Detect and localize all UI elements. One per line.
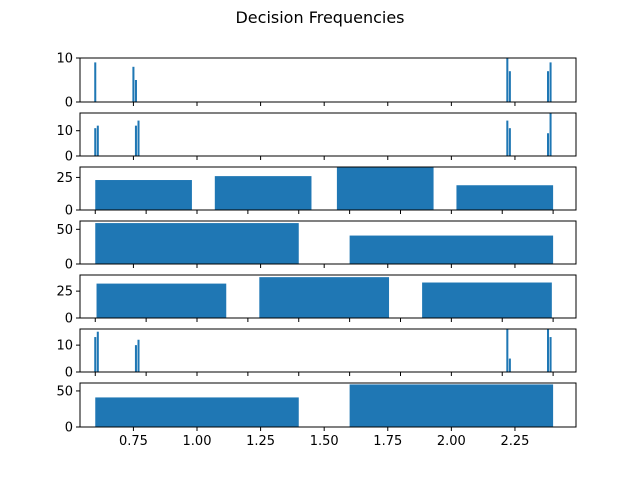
axes-frame: [79, 274, 577, 319]
bar: [95, 223, 299, 264]
bar: [336, 167, 434, 210]
bar: [506, 58, 509, 102]
y-tick-label: 0: [65, 421, 73, 436]
bar: [94, 62, 97, 102]
bar: [137, 339, 140, 372]
bar: [349, 384, 554, 427]
axes-frame: [79, 328, 577, 373]
y-tick-label: 10: [56, 339, 73, 354]
axes-frame: [79, 57, 577, 103]
y-tick-label: 0: [65, 366, 73, 381]
y-tick-label: 25: [56, 171, 73, 186]
bar: [422, 282, 552, 318]
bar: [95, 180, 192, 210]
y-tick-label: 0: [65, 204, 73, 219]
axes-frame: [79, 112, 577, 157]
axes-frame: [79, 220, 577, 265]
x-tick-label: 1.25: [246, 434, 275, 449]
y-tick-label: 0: [65, 312, 73, 327]
bar: [508, 358, 511, 372]
x-tick-label: 1.00: [183, 434, 212, 449]
y-tick-label: 0: [65, 150, 73, 165]
bar: [259, 277, 390, 318]
bar: [456, 185, 554, 210]
x-tick-label: 1.50: [310, 434, 339, 449]
x-tick-label: 2.00: [437, 434, 466, 449]
bar: [94, 337, 97, 372]
axes-frame: [79, 382, 577, 428]
bar: [547, 133, 550, 156]
x-tick-label: 1.75: [373, 434, 402, 449]
bar: [349, 235, 554, 264]
bar: [134, 125, 137, 156]
bar: [508, 71, 511, 102]
bar: [134, 80, 137, 102]
bar: [549, 113, 552, 156]
y-tick-label: 10: [56, 124, 73, 139]
bar: [506, 329, 509, 372]
subplot-6: 0 10: [56, 328, 577, 381]
bar: [132, 66, 135, 102]
bar: [96, 125, 99, 156]
subplot-2: 0 10: [56, 112, 577, 165]
bar: [96, 283, 227, 318]
bar: [214, 176, 312, 210]
y-tick-label: 50: [56, 223, 73, 238]
bar: [94, 128, 97, 156]
y-tick-label: 50: [56, 384, 73, 399]
figure-title: Decision Frequencies: [235, 8, 405, 27]
bar: [508, 128, 511, 156]
y-tick-label: 10: [56, 52, 73, 67]
subplot-7: 0 50 0.75 1.00 1.25 1.50 1.75 2.00 2.25: [56, 382, 577, 449]
bar: [96, 331, 99, 372]
subplot-4: 0 50: [56, 220, 577, 273]
y-tick-label: 0: [65, 258, 73, 273]
subplot-1: 0 10: [56, 52, 577, 111]
y-tick-label: 25: [56, 285, 73, 300]
bar: [547, 71, 550, 102]
subplot-5: 0 25: [56, 274, 577, 327]
bar: [549, 337, 552, 372]
subplot-3: 0 25: [56, 166, 577, 219]
bar: [134, 345, 137, 373]
bar: [137, 120, 140, 156]
x-tick-label: 2.25: [500, 434, 529, 449]
bar: [95, 397, 299, 427]
axes-frame: [79, 166, 577, 211]
bar: [506, 120, 509, 156]
bar: [547, 329, 550, 372]
x-tick-label: 0.75: [119, 434, 148, 449]
bar: [549, 62, 552, 102]
y-tick-label: 0: [65, 96, 73, 111]
